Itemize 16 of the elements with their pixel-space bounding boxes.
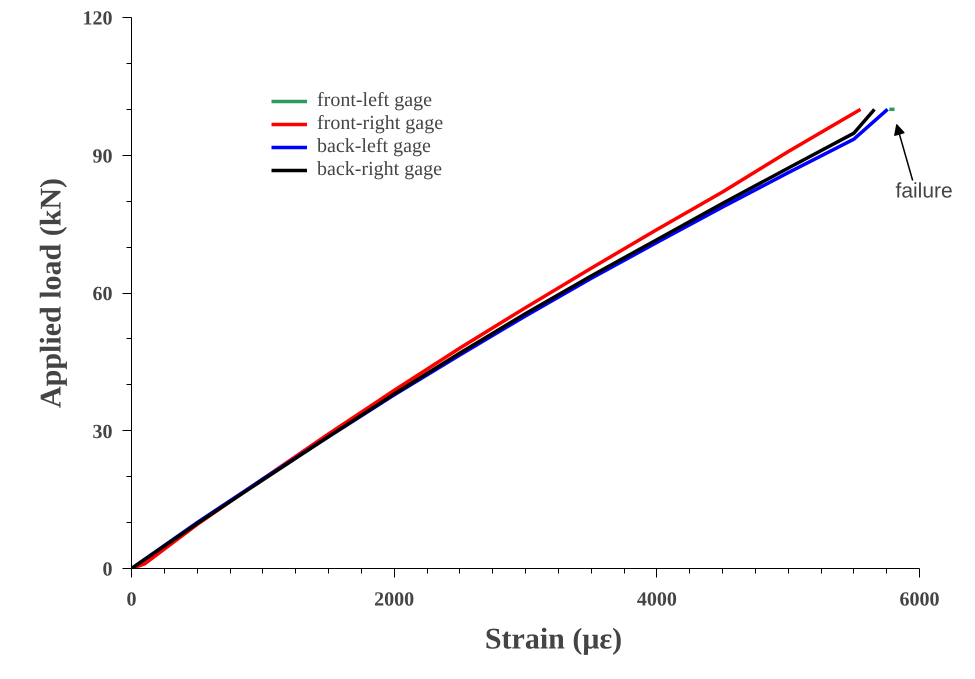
annotation: failure bbox=[896, 180, 953, 202]
x-tick-label: 2000 bbox=[374, 588, 414, 610]
legend-label: back-left gage bbox=[317, 135, 431, 158]
y-tick-label: 120 bbox=[82, 8, 112, 30]
x-tick-label: 6000 bbox=[900, 588, 940, 610]
y-tick-label: 90 bbox=[92, 145, 112, 168]
y-axis-title: Applied load (kN) bbox=[34, 178, 68, 408]
legend-label: back-right gage bbox=[317, 158, 442, 181]
x-tick-label: 4000 bbox=[636, 588, 677, 610]
x-tick-label: 0 bbox=[126, 588, 136, 610]
x-axis-title: Strain (με) bbox=[484, 622, 622, 656]
y-tick-label: 60 bbox=[92, 283, 112, 305]
legend-label: front-left gage bbox=[317, 89, 432, 112]
y-tick-label: 30 bbox=[92, 420, 112, 443]
legend-label: front-right gage bbox=[317, 112, 444, 135]
y-tick-label: 0 bbox=[102, 558, 112, 580]
